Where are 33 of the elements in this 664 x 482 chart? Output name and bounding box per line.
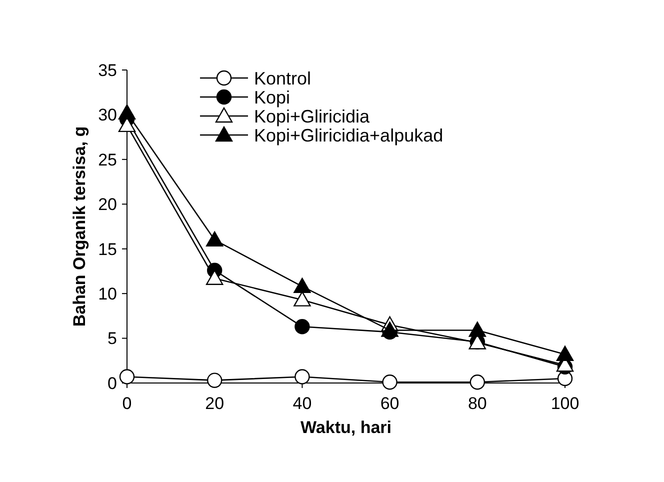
point [119,369,135,384]
x-tick-label: 80 [468,394,487,413]
x-axis-title: Waktu, hari [300,418,392,437]
x-tick-label: 40 [292,394,312,413]
point [206,270,224,285]
legend-label: Kontrol [254,68,312,88]
legend-label: Kopi [254,87,290,108]
legend-label: Kopi+Gliricidia [254,106,371,126]
point [470,374,485,390]
y-tick-label: 15 [98,240,117,259]
legend-label: Kopi+Gliricidia+alpukad [254,125,444,146]
point [382,374,398,390]
point [206,231,224,247]
point [294,369,310,384]
point [294,291,311,306]
point [118,104,136,120]
y-tick-label: 10 [98,284,117,304]
y-axis-title: Bahan Organik tersisa, g [70,126,89,327]
y-tick-label: 0 [108,374,117,393]
point [207,372,222,388]
point [294,278,311,294]
x-tick-label: 20 [205,394,224,413]
y-tick-label: 25 [98,150,117,170]
y-tick-label: 35 [98,60,117,80]
point [294,319,310,334]
y-tick-label: 5 [108,329,117,348]
point [556,346,574,361]
x-tick-label: 100 [550,394,580,413]
y-tick-label: 30 [98,106,117,125]
x-tick-label: 60 [380,394,400,413]
point [468,322,486,337]
y-tick-label: 20 [98,195,117,214]
x-tick-label: 0 [122,394,132,413]
